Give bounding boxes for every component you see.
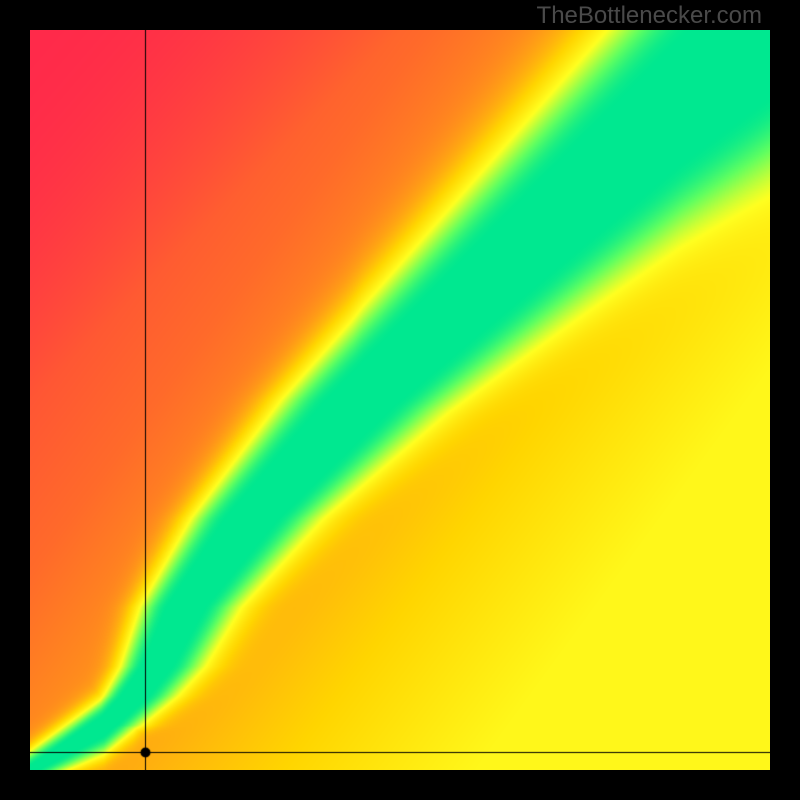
watermark-text: TheBottlenecker.com (537, 2, 762, 30)
heatmap-canvas (30, 30, 770, 770)
heatmap-plot (30, 30, 770, 770)
